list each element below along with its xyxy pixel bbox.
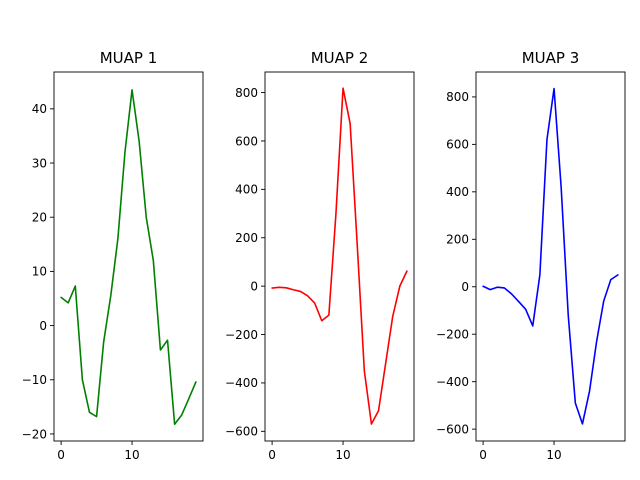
subplot-2-ytick-label: 600 [235, 134, 258, 148]
subplot-2-xtick-label: 0 [268, 448, 276, 462]
subplot-3-ytick-label: 200 [446, 233, 469, 247]
subplot-3-xtick-label: 10 [546, 448, 561, 462]
subplot-3-ytick-label: −400 [436, 375, 469, 389]
subplot-2-xtick-label: 10 [335, 448, 350, 462]
subplot-1-title: MUAP 1 [100, 49, 158, 67]
subplot-3-title: MUAP 3 [522, 49, 580, 67]
subplot-2-series-line [271, 87, 408, 425]
subplot-3-ytick-label: −200 [436, 328, 469, 342]
subplot-3-axes-frame [475, 71, 626, 442]
subplot-1-ytick-label: 40 [32, 102, 47, 116]
subplot-3-ytick-label: 600 [446, 138, 469, 152]
subplot-2: MUAP 2 0 10 −600 −400 −200 0 200 400 600 800 [225, 49, 415, 462]
subplot-3-series-line [482, 87, 619, 425]
subplot-1: MUAP 1 0 10 −20 −10 0 10 20 30 40 [22, 49, 204, 462]
subplot-1-xtick-label: 0 [57, 448, 65, 462]
subplot-2-axes-frame [264, 71, 415, 442]
subplot-1-ytick-label: 0 [39, 319, 47, 333]
subplot-3-xtick-label: 0 [479, 448, 487, 462]
subplot-1-ytick-label: −20 [22, 427, 47, 441]
subplot-2-ytick-label: −600 [225, 425, 258, 439]
subplot-3-ytick-label: 0 [461, 280, 469, 294]
subplot-3: MUAP 3 0 10 −600 −400 −200 0 200 400 600 800 [436, 49, 626, 462]
subplot-1-series-line [60, 89, 197, 426]
subplot-2-ytick-label: 200 [235, 231, 258, 245]
subplot-2-ytick-label: 400 [235, 183, 258, 197]
subplot-2-ytick-label: −200 [225, 328, 258, 342]
subplot-2-ytick-label: −400 [225, 376, 258, 390]
subplot-3-ytick-label: 800 [446, 90, 469, 104]
subplot-2-ytick-label: 800 [235, 86, 258, 100]
subplot-3-ytick-label: 400 [446, 185, 469, 199]
subplot-1-ytick-label: 30 [32, 156, 47, 170]
subplot-1-ytick-label: 20 [32, 211, 47, 225]
subplot-2-ytick-label: 0 [250, 279, 258, 293]
subplot-1-xtick-label: 10 [124, 448, 139, 462]
subplot-1-ytick-label: −10 [22, 373, 47, 387]
subplot-2-title: MUAP 2 [311, 49, 369, 67]
subplot-1-axes-frame [53, 71, 204, 442]
subplot-1-ytick-label: 10 [32, 265, 47, 279]
subplot-3-ytick-label: −600 [436, 422, 469, 436]
